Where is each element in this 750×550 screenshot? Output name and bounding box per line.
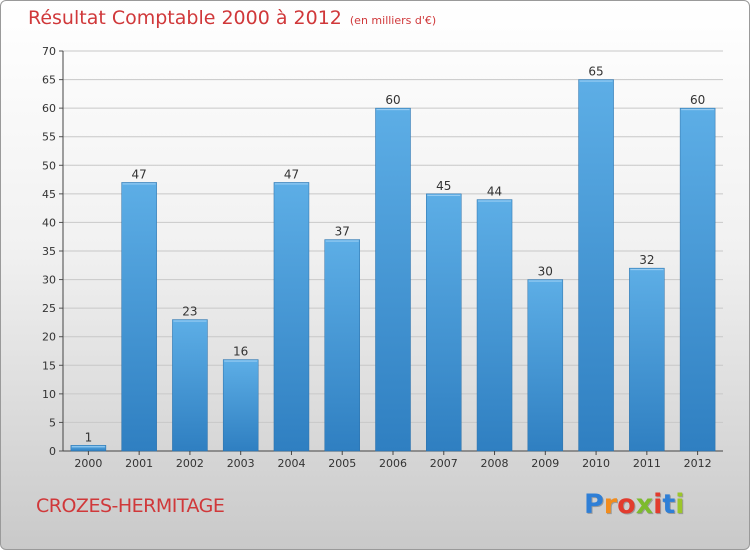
data-label: 65: [588, 65, 603, 79]
y-tick-label: 70: [42, 45, 56, 58]
bar-highlight: [681, 109, 715, 111]
data-label: 44: [487, 185, 502, 199]
x-tick-label: 2000: [74, 457, 102, 470]
y-tick-label: 30: [42, 274, 56, 287]
logo-letter: P: [584, 489, 604, 520]
bar-highlight: [274, 183, 308, 185]
bar-highlight: [325, 240, 359, 242]
bar-highlight: [376, 109, 410, 111]
x-tick-label: 2006: [379, 457, 407, 470]
bar: [578, 79, 614, 452]
bar-highlight: [173, 320, 207, 322]
data-label: 23: [182, 305, 197, 319]
bar-highlight: [122, 183, 156, 185]
y-tick-label: 20: [42, 331, 56, 344]
y-tick-label: 50: [42, 159, 56, 172]
chart-title-block: Résultat Comptable 2000 à 2012 (en millie…: [28, 7, 436, 29]
y-tick-label: 25: [42, 302, 56, 315]
bar: [375, 107, 411, 452]
x-tick-label: 2011: [633, 457, 661, 470]
bar: [121, 182, 157, 452]
bar: [679, 107, 716, 452]
data-label: 1: [85, 430, 93, 444]
bar-highlight: [224, 360, 258, 362]
x-tick-label: 2008: [481, 457, 509, 470]
y-tick-label: 45: [42, 188, 56, 201]
bar: [70, 445, 107, 452]
logo-letter: i: [653, 489, 663, 520]
x-tick-label: 2009: [531, 457, 559, 470]
data-label: 60: [690, 93, 705, 107]
y-tick-label: 55: [42, 131, 56, 144]
logo-letter: i: [675, 489, 685, 520]
bar-highlight: [630, 269, 664, 271]
x-tick-label: 2001: [125, 457, 153, 470]
x-tick-label: 2010: [582, 457, 610, 470]
bar: [527, 279, 564, 452]
data-label: 45: [436, 179, 451, 193]
x-tick-label: 2012: [684, 457, 712, 470]
x-tick-label: 2004: [277, 457, 305, 470]
bar: [222, 359, 259, 452]
y-tick-label: 35: [42, 245, 56, 258]
x-tick-label: 2007: [430, 457, 458, 470]
logo-letter: o: [617, 489, 636, 520]
proxiti-logo: Proxiti: [584, 489, 685, 520]
data-label: 37: [335, 225, 350, 239]
data-label: 16: [233, 345, 248, 359]
y-tick-label: 15: [42, 359, 56, 372]
bar: [476, 199, 513, 452]
bar: [172, 319, 208, 452]
chart-title: Résultat Comptable 2000 à 2012: [28, 7, 342, 29]
bar: [324, 239, 360, 452]
y-tick-label: 5: [49, 416, 56, 429]
bar-highlight: [427, 194, 461, 196]
data-label: 47: [284, 167, 299, 181]
x-tick-label: 2002: [176, 457, 204, 470]
bar-highlight: [528, 280, 562, 282]
logo-letter: t: [662, 489, 676, 520]
bar: [426, 193, 462, 452]
y-tick-label: 60: [42, 102, 56, 115]
bar-highlight: [71, 446, 105, 448]
logo-letter: r: [603, 489, 618, 520]
bar: [629, 267, 665, 452]
data-label: 32: [639, 253, 654, 267]
chart-unit: (en milliers d'€): [349, 14, 437, 27]
data-label: 30: [538, 265, 553, 279]
commune-name: CROZES-HERMITAGE: [36, 495, 225, 517]
data-label: 47: [132, 167, 147, 181]
bar-highlight: [478, 200, 512, 202]
bar: [273, 182, 310, 452]
data-label: 60: [385, 93, 400, 107]
y-tick-label: 65: [42, 74, 56, 87]
y-tick-label: 0: [49, 445, 56, 458]
logo-letter: x: [635, 489, 654, 520]
bar-highlight: [579, 80, 613, 82]
y-tick-label: 40: [42, 216, 56, 229]
x-tick-label: 2005: [328, 457, 356, 470]
x-tick-label: 2003: [227, 457, 255, 470]
y-tick-label: 10: [42, 388, 56, 401]
